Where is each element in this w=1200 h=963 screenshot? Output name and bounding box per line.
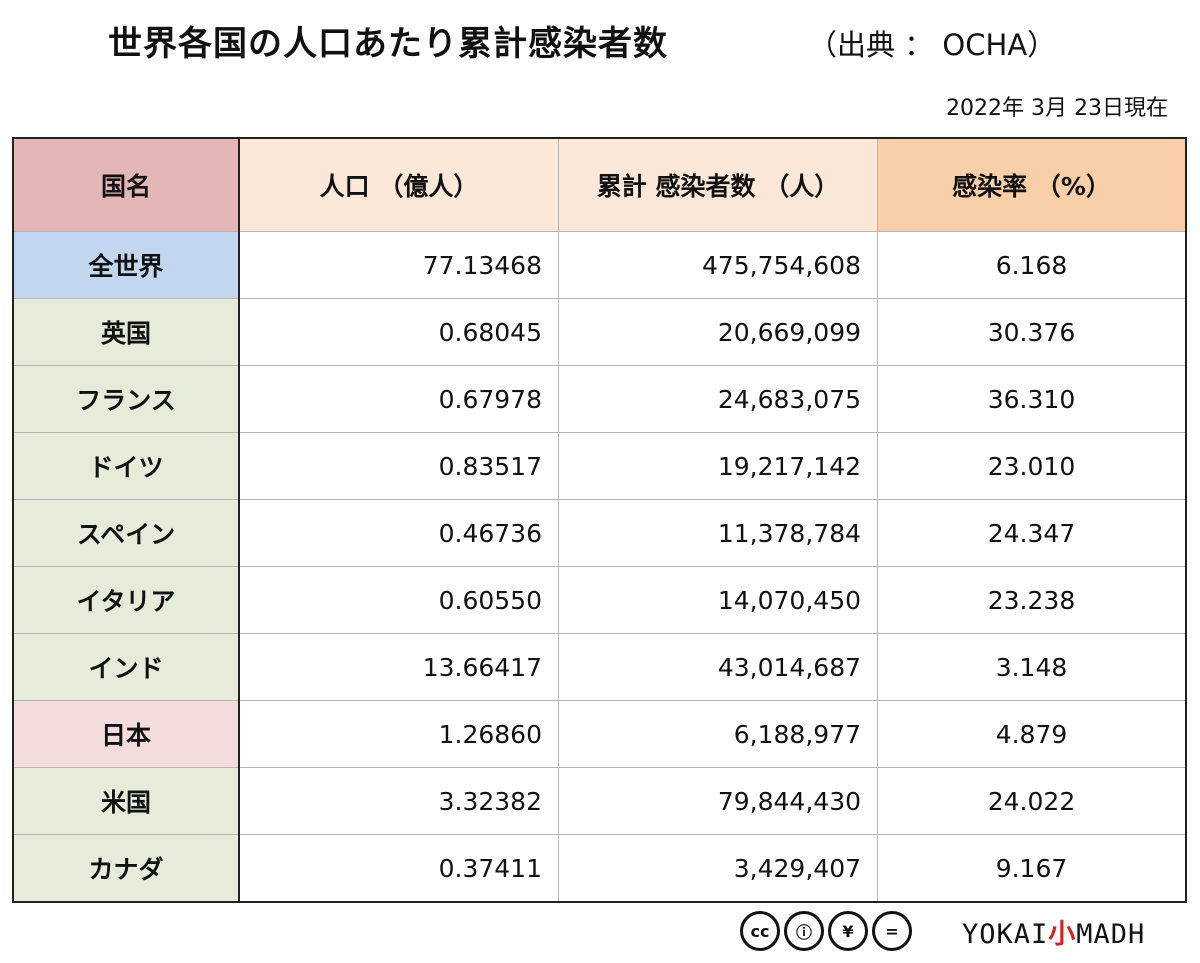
table-row: スペイン 0.46736 11,378,784 24.347 — [12, 499, 1187, 567]
rate-cell: 3.148 — [877, 633, 1187, 701]
country-name: イタリア — [12, 566, 240, 634]
rate-cell: 23.010 — [877, 432, 1187, 500]
attribution-icon: ⓘ — [784, 911, 824, 951]
table-row: イタリア 0.60550 14,070,450 23.238 — [12, 566, 1187, 634]
cases-cell: 79,844,430 — [558, 767, 878, 835]
country-name: カナダ — [12, 834, 240, 903]
population-cell: 0.46736 — [238, 499, 559, 567]
country-name: フランス — [12, 365, 240, 433]
population-cell: 13.66417 — [238, 633, 559, 701]
cases-cell: 14,070,450 — [558, 566, 878, 634]
rate-cell: 30.376 — [877, 298, 1187, 366]
table-row: カナダ 0.37411 3,429,407 9.167 — [12, 834, 1187, 903]
logo-text-right: MADH — [1076, 918, 1146, 950]
cases-cell: 20,669,099 — [558, 298, 878, 366]
population-cell: 0.37411 — [238, 834, 559, 903]
population-cell: 77.13468 — [238, 231, 559, 299]
noncommercial-icon: ¥ — [828, 911, 868, 951]
table-header-row: 国名 人口 （億人） 累計 感染者数 （人） 感染率 （%） — [12, 137, 1187, 232]
logo-text-mid: 小 — [1048, 918, 1077, 950]
page-title: 世界各国の人口あたり累計感染者数 — [108, 24, 668, 64]
country-name: 日本 — [12, 700, 240, 768]
population-cell: 1.26860 — [238, 700, 559, 768]
rate-cell: 36.310 — [877, 365, 1187, 433]
population-cell: 0.67978 — [238, 365, 559, 433]
cases-cell: 19,217,142 — [558, 432, 878, 500]
footer: cc ⓘ ¥ = YOKAI小MADH — [740, 905, 1145, 957]
cases-cell: 6,188,977 — [558, 700, 878, 768]
country-name: ドイツ — [12, 432, 240, 500]
cases-cell: 24,683,075 — [558, 365, 878, 433]
rate-cell: 24.022 — [877, 767, 1187, 835]
country-name: 英国 — [12, 298, 240, 366]
as-of-date: 2022年 3月 23日現在 — [946, 96, 1168, 121]
country-name: 米国 — [12, 767, 240, 835]
rate-cell: 6.168 — [877, 231, 1187, 299]
table-row: 日本 1.26860 6,188,977 4.879 — [12, 700, 1187, 768]
country-name: スペイン — [12, 499, 240, 567]
cases-cell: 3,429,407 — [558, 834, 878, 903]
infection-rate-table: 国名 人口 （億人） 累計 感染者数 （人） 感染率 （%） 全世界 77.13… — [12, 137, 1187, 903]
header-population: 人口 （億人） — [238, 137, 559, 232]
header-cases: 累計 感染者数 （人） — [558, 137, 878, 232]
source-note: （出典 ： OCHA） — [808, 28, 1057, 62]
rate-cell: 24.347 — [877, 499, 1187, 567]
table-row: インド 13.66417 43,014,687 3.148 — [12, 633, 1187, 701]
cases-cell: 475,754,608 — [558, 231, 878, 299]
population-cell: 3.32382 — [238, 767, 559, 835]
rate-cell: 4.879 — [877, 700, 1187, 768]
country-name: インド — [12, 633, 240, 701]
logo-text-left: YOKAI — [962, 918, 1049, 950]
noderivatives-icon: = — [872, 911, 912, 951]
table-row: ドイツ 0.83517 19,217,142 23.010 — [12, 432, 1187, 500]
table-row: 全世界 77.13468 475,754,608 6.168 — [12, 231, 1187, 299]
table-row: 英国 0.68045 20,669,099 30.376 — [12, 298, 1187, 366]
population-cell: 0.60550 — [238, 566, 559, 634]
rate-cell: 9.167 — [877, 834, 1187, 903]
brand-logo: YOKAI小MADH — [962, 912, 1145, 951]
cases-cell: 11,378,784 — [558, 499, 878, 567]
header-country: 国名 — [12, 137, 240, 232]
table-row: フランス 0.67978 24,683,075 36.310 — [12, 365, 1187, 433]
creative-commons-license: cc ⓘ ¥ = — [740, 911, 912, 951]
cases-cell: 43,014,687 — [558, 633, 878, 701]
cc-icon: cc — [740, 911, 780, 951]
header-rate: 感染率 （%） — [877, 137, 1187, 232]
table-row: 米国 3.32382 79,844,430 24.022 — [12, 767, 1187, 835]
rate-cell: 23.238 — [877, 566, 1187, 634]
country-name: 全世界 — [12, 231, 240, 299]
population-cell: 0.68045 — [238, 298, 559, 366]
population-cell: 0.83517 — [238, 432, 559, 500]
